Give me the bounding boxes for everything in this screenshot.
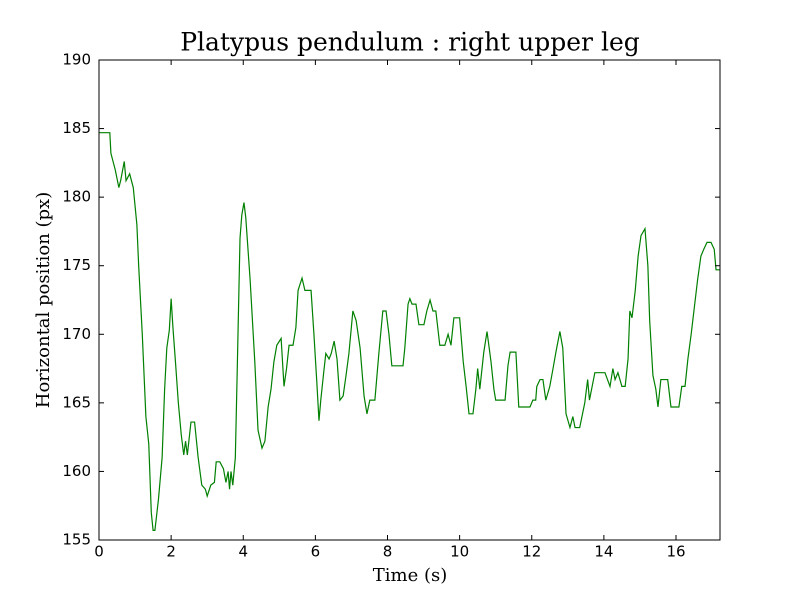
y-tick-label: 185 xyxy=(62,119,91,137)
x-tick-label: 8 xyxy=(383,543,393,561)
y-tick-label: 190 xyxy=(62,51,91,69)
y-tick-label: 165 xyxy=(62,393,91,411)
y-tick-label: 160 xyxy=(62,462,91,480)
y-axis-label: Horizontal position (px) xyxy=(33,192,54,408)
x-tick-label: 4 xyxy=(238,543,248,561)
data-line xyxy=(99,132,720,531)
y-tick-label: 180 xyxy=(62,188,91,206)
x-tick-label: 0 xyxy=(94,543,104,561)
x-tick-label: 2 xyxy=(166,543,176,561)
chart-title: Platypus pendulum : right upper leg xyxy=(180,28,640,57)
x-tick-label: 12 xyxy=(522,543,541,561)
y-tick-label: 175 xyxy=(62,256,91,274)
y-tick-label: 155 xyxy=(62,531,91,549)
x-tick-label: 14 xyxy=(594,543,613,561)
x-axis-label: Time (s) xyxy=(373,565,448,586)
x-tick-label: 16 xyxy=(666,543,685,561)
plot-frame xyxy=(98,59,721,541)
x-tick-label: 6 xyxy=(311,543,321,561)
y-tick-label: 170 xyxy=(62,325,91,343)
x-tick-label: 10 xyxy=(450,543,469,561)
